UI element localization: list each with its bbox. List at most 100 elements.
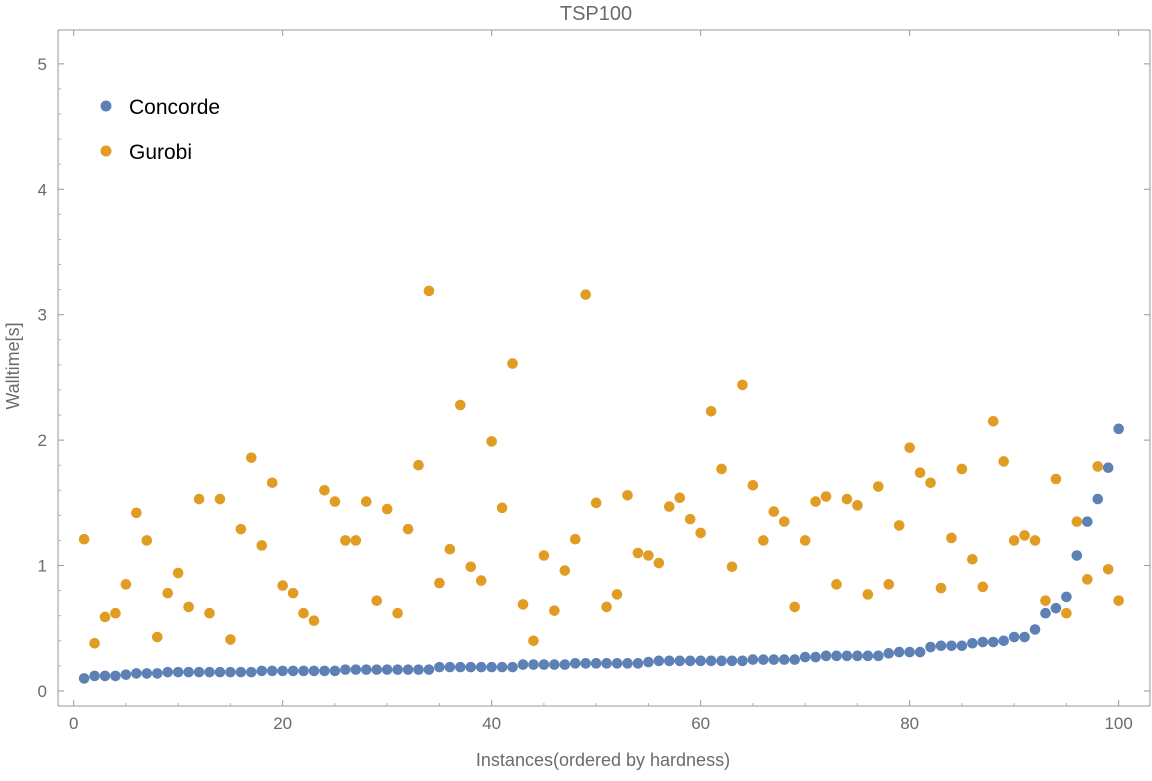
point-gurobi (946, 532, 957, 544)
point-gurobi (611, 589, 623, 600)
x-tick-label: 100 (1104, 714, 1132, 733)
series-concorde (78, 423, 1124, 684)
point-gurobi (643, 550, 654, 561)
point-concorde (89, 670, 100, 682)
y-tick-label: 1 (38, 557, 47, 576)
point-gurobi (350, 535, 362, 546)
point-gurobi (1092, 461, 1104, 472)
point-gurobi (726, 561, 738, 573)
x-tick-label: 0 (69, 714, 78, 733)
point-concorde (162, 666, 174, 678)
point-gurobi (110, 607, 121, 619)
point-concorde (1061, 591, 1072, 603)
point-concorde (549, 659, 560, 670)
point-concorde (183, 666, 194, 678)
point-concorde (256, 665, 268, 677)
point-gurobi (507, 358, 518, 369)
point-gurobi (925, 477, 936, 489)
point-gurobi (277, 580, 288, 591)
point-concorde (873, 650, 884, 662)
point-concorde (799, 651, 811, 663)
y-tick-label: 5 (38, 55, 47, 74)
point-gurobi (789, 601, 801, 613)
point-gurobi (684, 513, 696, 525)
point-gurobi (193, 493, 205, 505)
point-concorde (193, 666, 205, 678)
point-gurobi (893, 520, 905, 531)
point-gurobi (475, 575, 487, 586)
point-concorde (653, 655, 665, 667)
point-gurobi (266, 477, 278, 489)
y-tick-label: 3 (38, 306, 47, 325)
point-concorde (329, 665, 341, 677)
point-concorde (862, 650, 874, 662)
point-concorde (225, 666, 236, 678)
point-gurobi (172, 567, 184, 579)
y-axis-title: Walltime[s] (3, 322, 23, 409)
point-concorde (695, 655, 706, 667)
point-gurobi (653, 557, 665, 569)
point-concorde (172, 666, 184, 678)
point-gurobi (987, 416, 999, 427)
point-concorde (1092, 493, 1104, 505)
point-concorde (789, 654, 801, 665)
point-gurobi (998, 456, 1010, 467)
point-gurobi (967, 553, 978, 565)
point-concorde (110, 670, 121, 682)
point-gurobi (705, 405, 717, 417)
point-concorde (434, 661, 445, 673)
point-gurobi (392, 607, 403, 619)
y-tick-label: 2 (38, 431, 47, 450)
point-gurobi (423, 285, 435, 297)
point-gurobi (308, 615, 320, 627)
point-concorde (1029, 624, 1041, 635)
point-concorde (246, 666, 257, 678)
point-gurobi (1113, 595, 1124, 606)
x-tick-label: 60 (691, 714, 710, 733)
point-concorde (507, 661, 518, 673)
point-concorde (371, 664, 383, 675)
point-concorde (1082, 516, 1093, 527)
point-concorde (758, 654, 769, 665)
point-concorde (1040, 607, 1051, 619)
point-gurobi (768, 506, 780, 517)
point-gurobi (413, 459, 424, 471)
legend-label-concorde: Concorde (129, 96, 220, 119)
point-gurobi (664, 501, 675, 512)
point-concorde (716, 655, 727, 667)
point-gurobi (329, 496, 341, 507)
point-gurobi (151, 631, 163, 643)
point-gurobi (716, 463, 727, 475)
point-gurobi (204, 607, 215, 619)
point-gurobi (758, 535, 769, 546)
point-concorde (987, 636, 999, 648)
point-gurobi (256, 540, 268, 551)
point-concorde (1102, 462, 1114, 474)
point-gurobi (799, 535, 811, 546)
point-concorde (611, 658, 623, 669)
point-concorde (444, 661, 456, 673)
point-gurobi (1040, 595, 1051, 606)
point-concorde (831, 650, 842, 662)
point-concorde (559, 659, 571, 670)
point-concorde (967, 637, 978, 649)
point-gurobi (78, 533, 90, 545)
point-gurobi (1029, 535, 1041, 546)
point-concorde (852, 650, 863, 662)
x-tick-label: 80 (900, 714, 919, 733)
point-gurobi (120, 579, 132, 590)
point-concorde (78, 673, 90, 684)
point-gurobi (674, 492, 686, 504)
point-gurobi (622, 489, 633, 501)
point-concorde (632, 658, 644, 669)
point-concorde (674, 655, 686, 667)
point-concorde (266, 665, 278, 677)
point-gurobi (977, 581, 989, 593)
point-gurobi (1019, 530, 1030, 541)
point-gurobi (402, 523, 414, 535)
point-gurobi (632, 547, 644, 559)
point-gurobi (246, 452, 257, 463)
legend-label-gurobi: Gurobi (129, 141, 192, 164)
point-gurobi (1050, 473, 1062, 485)
